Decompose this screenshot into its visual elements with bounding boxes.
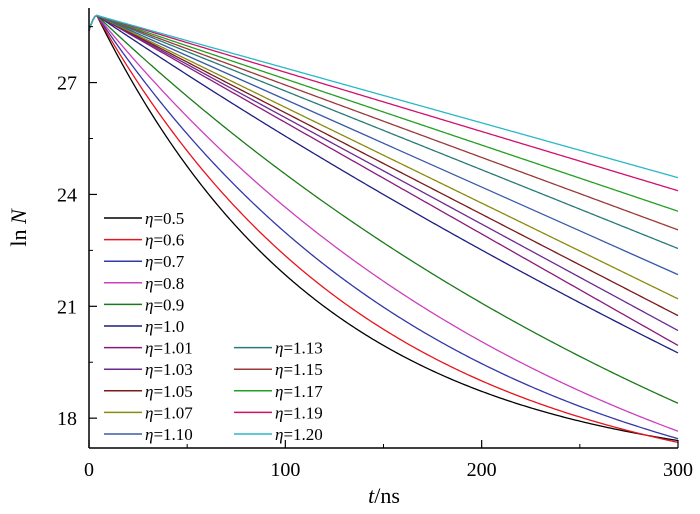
legend-label: η=1.07	[145, 403, 193, 422]
y-tick-label: 27	[57, 73, 77, 95]
legend-label: η=1.01	[145, 339, 193, 358]
legend-label: η=1.17	[275, 382, 323, 401]
legend-label: η=1.03	[145, 360, 193, 379]
series-line	[88, 14, 679, 354]
x-tick-label: 100	[270, 459, 300, 481]
legend-label: η=1.13	[275, 339, 323, 358]
series-line	[88, 14, 679, 444]
series-line	[88, 14, 679, 300]
ticks: 0 100 200 300 18 21 24 27	[57, 26, 693, 481]
series-line	[88, 14, 679, 347]
y-tick-label: 18	[57, 408, 77, 430]
legend-label: η=1.0	[145, 317, 184, 336]
series-line	[88, 14, 679, 442]
legend-label: η=1.19	[275, 403, 323, 422]
x-tick-label: 300	[663, 459, 693, 481]
legend-label: η=0.8	[145, 274, 184, 293]
legend-label: η=1.15	[275, 360, 323, 379]
series-line	[88, 14, 679, 332]
series-lines	[88, 14, 679, 444]
legend-label: η=0.6	[145, 231, 184, 250]
series-line	[88, 14, 679, 276]
series-line	[88, 14, 679, 404]
series-line	[88, 14, 679, 192]
legend-label: η=0.9	[145, 295, 184, 314]
y-tick-label: 21	[57, 296, 77, 318]
y-axis-label: ln N	[6, 208, 31, 247]
x-tick-label: 200	[467, 459, 497, 481]
x-tick-label: 0	[84, 459, 94, 481]
legend-label: η=1.05	[145, 382, 193, 401]
series-line	[88, 14, 679, 231]
x-axis-label: t/ns	[368, 483, 400, 508]
legend-label: η=1.10	[145, 425, 193, 444]
series-line	[88, 14, 679, 432]
series-line	[88, 14, 679, 179]
series-line	[88, 14, 679, 440]
legend: η=0.5 η=0.6 η=0.7 η=0.8 η=0.9 η=1.0 η=1.01 η=1.…	[104, 209, 323, 444]
series-line	[88, 14, 679, 212]
series-line	[88, 14, 679, 250]
y-tick-label: 24	[57, 184, 77, 206]
legend-label: η=0.5	[145, 209, 184, 228]
series-line	[88, 14, 679, 317]
legend-label: η=1.20	[275, 425, 323, 444]
legend-label: η=0.7	[145, 252, 185, 271]
